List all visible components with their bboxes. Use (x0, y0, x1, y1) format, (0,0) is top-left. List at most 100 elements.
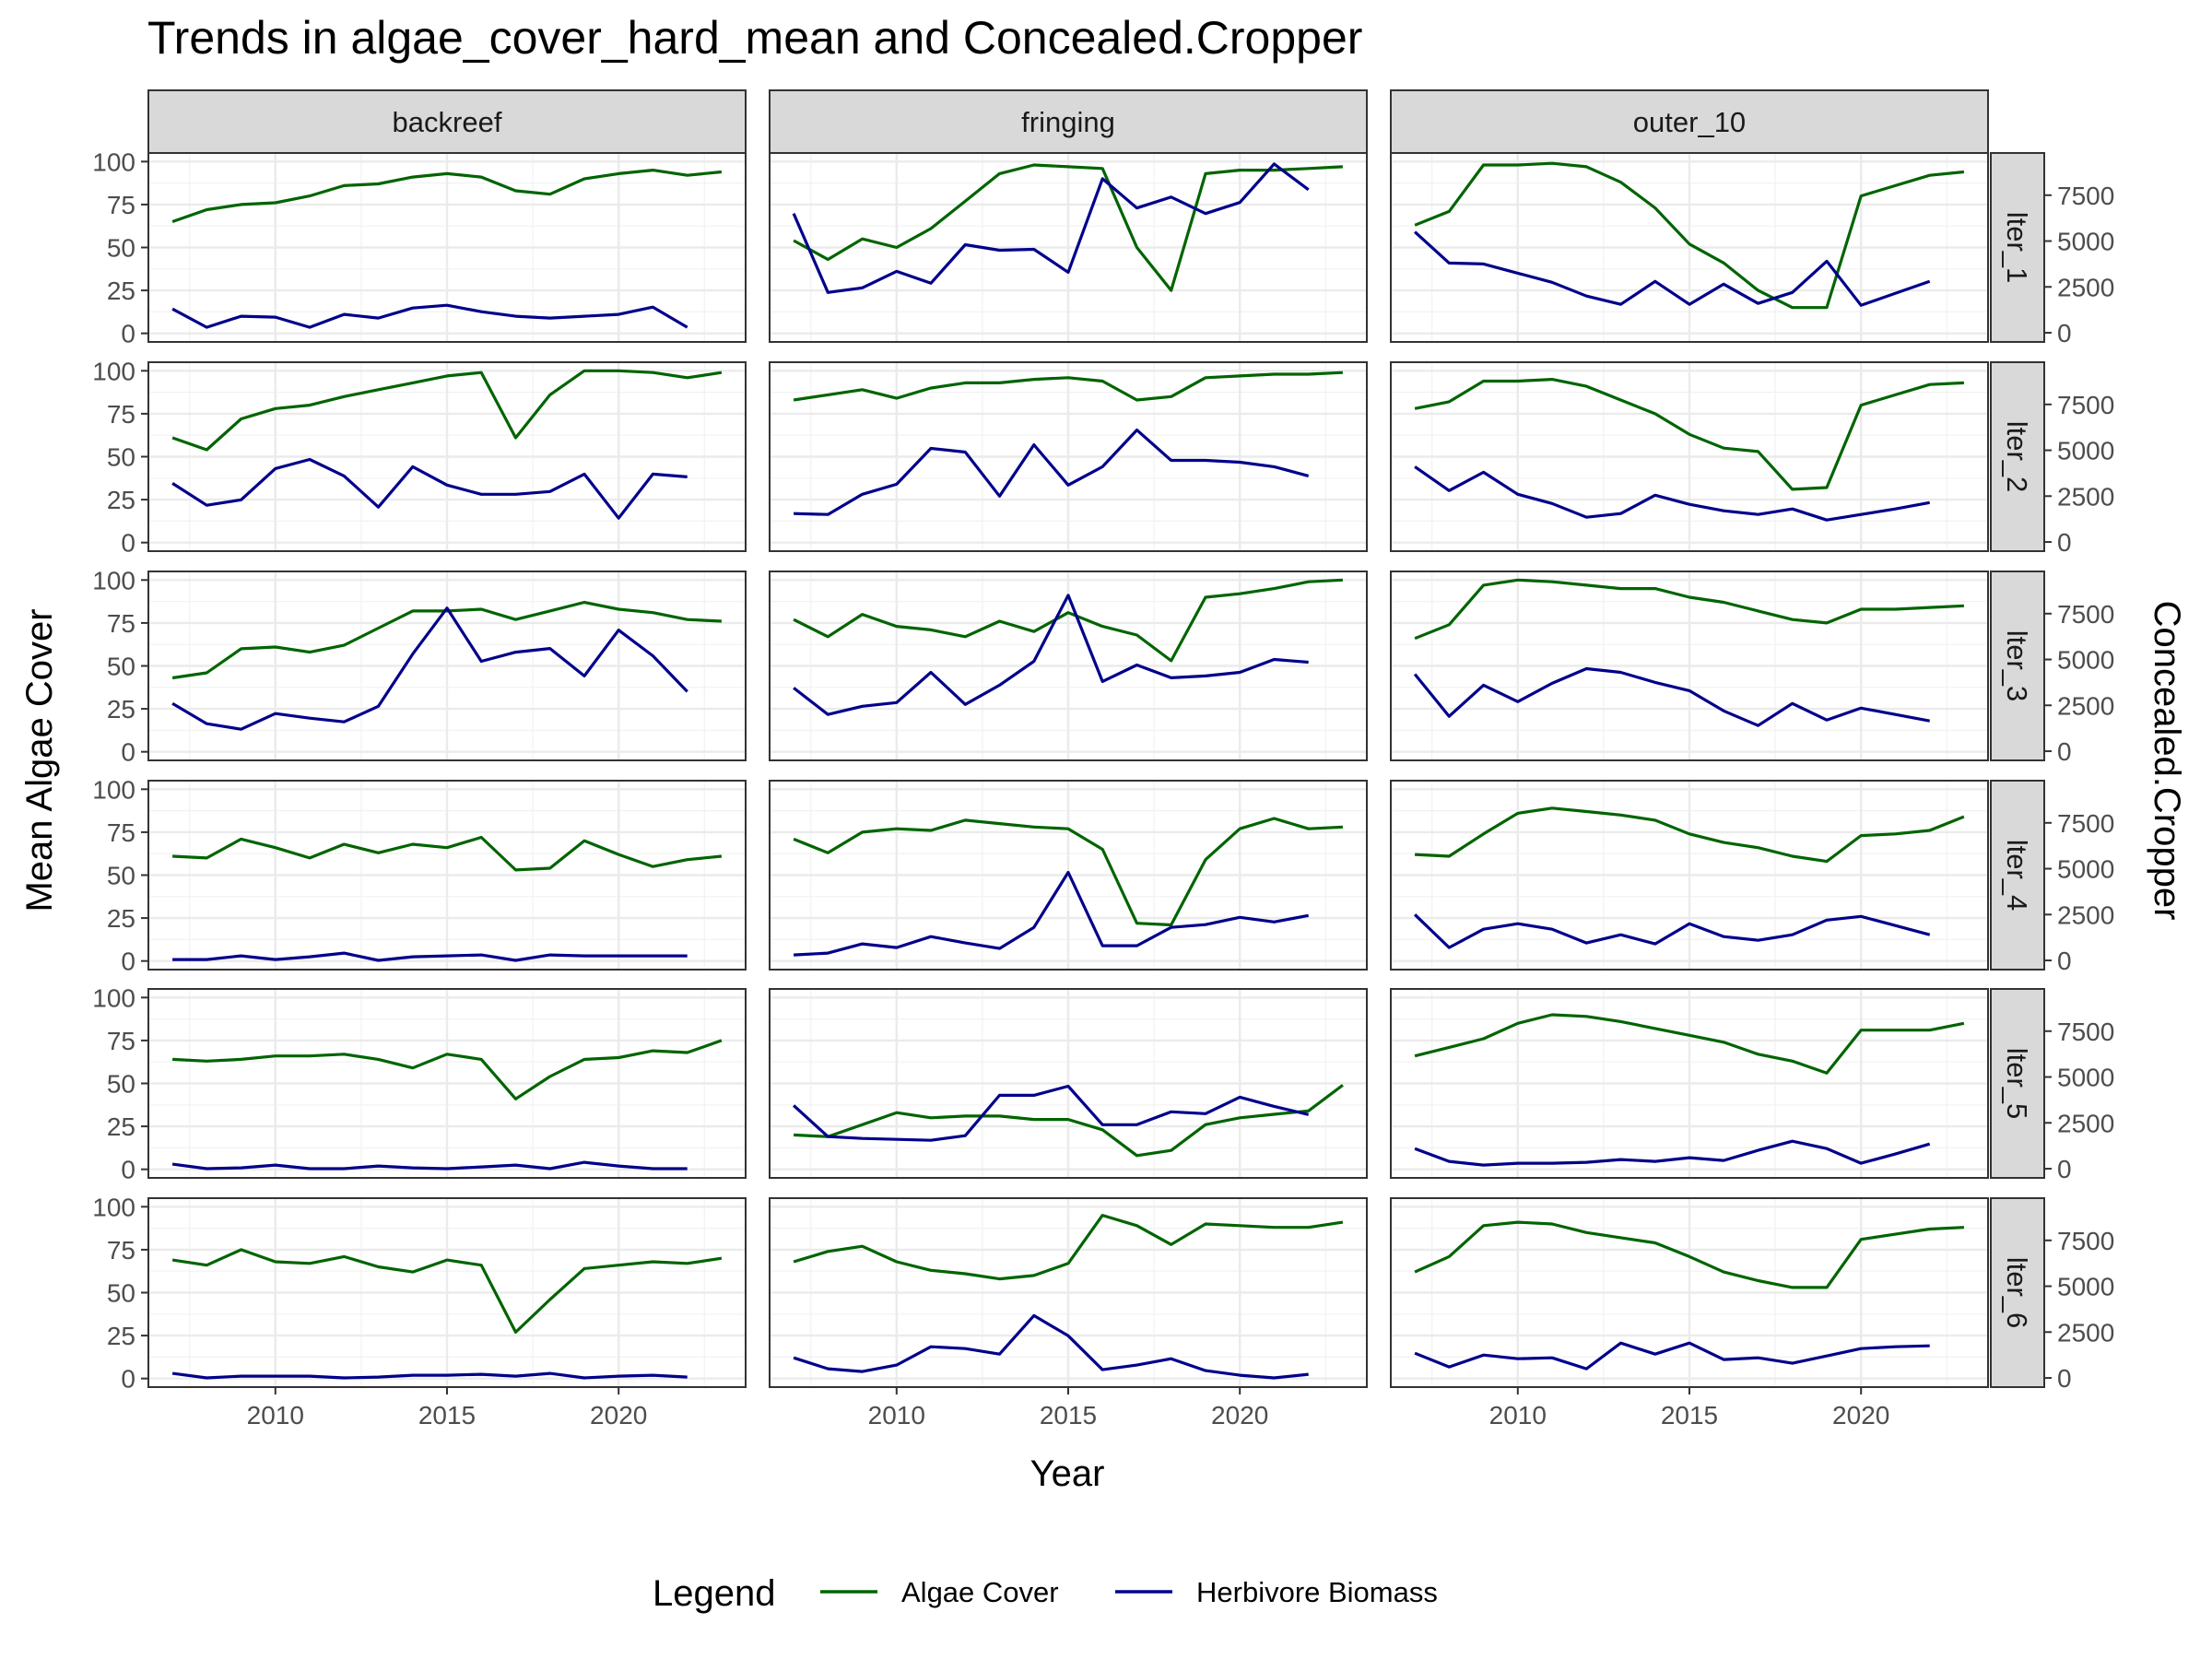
legend-label-algae-cover: Algae Cover (901, 1576, 1059, 1608)
facet-strip-label-lter_4: lter_4 (2001, 840, 2033, 912)
x-axis-label: Year (1030, 1453, 1105, 1494)
facet-strip-backreef (147, 89, 747, 154)
facet-strip-label-backreef: backreef (393, 106, 502, 138)
panel-border (769, 152, 1368, 343)
y2-tick-label: 7500 (2057, 809, 2114, 838)
panel-backreef-lter_1: 0 25 50 75 100 (92, 147, 747, 348)
panel-fringing-lter_1 (769, 152, 1368, 343)
series-line-herbivore-biomass (1414, 465, 1930, 522)
y2-tick-label: 2500 (2057, 273, 2114, 301)
y2-axis-label: Concealed.Cropper (2147, 601, 2187, 921)
facet-strip-label-fringing: fringing (1021, 106, 1115, 138)
y-tick-label: 25 (107, 1112, 135, 1141)
panel-border (1390, 361, 1989, 552)
facet-strip-fringing (769, 89, 1368, 154)
y2-tick-label: 5000 (2057, 646, 2114, 675)
panel-outer_10-lter_6: 0 2500 5000 7500 2010 2015 2020 (1390, 1197, 2114, 1430)
legend-title: Legend (653, 1573, 775, 1614)
panel-fringing-lter_6: 2010 2015 2020 (769, 1197, 1368, 1430)
series-line-algae-cover (793, 163, 1343, 292)
x-tick-label: 2020 (1832, 1401, 1889, 1430)
y2-tick-label: 2500 (2057, 482, 2114, 511)
y-tick-label: 50 (107, 1279, 135, 1308)
y-tick-label: 100 (92, 775, 135, 804)
series-line-herbivore-biomass (171, 1371, 688, 1380)
facet-strip-label-lter_1: lter_1 (2001, 212, 2033, 284)
panel-backreef-lter_6: 0 25 50 75 100 2010 2015 2020 (92, 1193, 747, 1430)
panel-fringing-lter_3 (769, 571, 1368, 761)
y2-tick-label: 7500 (2057, 182, 2114, 210)
series-line-algae-cover (1414, 378, 1964, 491)
y2-tick-label: 0 (2057, 1364, 2072, 1393)
series-line-algae-cover (793, 371, 1343, 402)
facet-strip-label-outer_10: outer_10 (1633, 106, 1746, 138)
y2-tick-label: 0 (2057, 1155, 2072, 1183)
panel-outer_10-lter_4: 0 2500 5000 7500 (1390, 780, 2114, 975)
facet-strip-label-lter_3: lter_3 (2001, 630, 2033, 702)
facet-strip-lter_3 (1990, 571, 2045, 761)
series-line-algae-cover (171, 600, 722, 680)
y-tick-label: 0 (121, 529, 135, 558)
y-tick-label: 100 (92, 566, 135, 594)
y-axis-label: Mean Algae Cover (19, 608, 60, 912)
series-line-algae-cover (1414, 1013, 1965, 1075)
facet-strip-label-lter_5: lter_5 (2001, 1048, 2033, 1120)
panel-outer_10-lter_5: 0 2500 5000 7500 (1390, 988, 2114, 1183)
series-line-herbivore-biomass (793, 1084, 1310, 1142)
chart-title: Trends in algae_cover_hard_mean and Conc… (147, 12, 1362, 64)
series-line-algae-cover (794, 1084, 1344, 1158)
facet-panels: backreef fringing outer_10 lter_1 lter_2lter… (92, 89, 2114, 1430)
y2-tick-label: 5000 (2057, 1064, 2114, 1092)
series-line-algae-cover (1414, 161, 1965, 310)
y-tick-label: 75 (107, 1236, 135, 1265)
series-line-algae-cover (172, 1039, 723, 1100)
y-tick-label: 50 (107, 1070, 135, 1099)
legend: Legend Algae Cover Herbivore Biomass (653, 1573, 1438, 1614)
panel-border (769, 571, 1368, 761)
facet-strip-lter_6 (1990, 1197, 2045, 1388)
series-line-herbivore-biomass (171, 457, 688, 520)
y2-tick-label: 5000 (2057, 437, 2114, 465)
panel-border (769, 780, 1368, 971)
facet-strip-label-lter_6: lter_6 (2001, 1257, 2033, 1329)
y-tick-label: 25 (107, 695, 135, 724)
y2-tick-label: 2500 (2057, 900, 2114, 929)
y2-tick-label: 2500 (2057, 691, 2114, 720)
series-line-algae-cover (793, 1213, 1344, 1281)
x-tick-label: 2010 (247, 1401, 304, 1430)
series-line-herbivore-biomass (794, 429, 1310, 516)
panel-backreef-lter_2: 0 25 50 75 100 (92, 357, 747, 558)
panel-outer_10-lter_3: 0 2500 5000 7500 (1390, 571, 2114, 766)
y-tick-label: 75 (107, 818, 135, 847)
y2-tick-label: 7500 (2057, 600, 2114, 629)
panel-outer_10-lter_2: 0 2500 5000 7500 (1390, 361, 2114, 557)
x-tick-label: 2020 (590, 1401, 647, 1430)
series-line-herbivore-biomass (171, 303, 688, 329)
y-tick-label: 25 (107, 1322, 135, 1350)
x-tick-label: 2010 (1489, 1401, 1547, 1430)
y-tick-label: 0 (121, 947, 135, 976)
series-line-algae-cover (172, 835, 723, 872)
panel-border (769, 361, 1368, 552)
y-tick-label: 75 (107, 400, 135, 429)
legend-label-herbivore-biomass: Herbivore Biomass (1196, 1576, 1438, 1608)
facet-strip-outer_10 (1390, 89, 1989, 154)
y-tick-label: 100 (92, 147, 135, 176)
y-tick-label: 0 (121, 1365, 135, 1394)
y-tick-label: 25 (107, 904, 135, 933)
series-line-herbivore-biomass (1413, 666, 1930, 727)
y-tick-label: 50 (107, 653, 135, 681)
y2-tick-label: 0 (2057, 737, 2072, 766)
y2-tick-label: 5000 (2057, 1273, 2114, 1301)
y2-tick-label: 7500 (2057, 1018, 2114, 1046)
series-line-algae-cover (1414, 578, 1964, 641)
series-line-herbivore-biomass (171, 1160, 688, 1171)
y2-tick-label: 0 (2057, 947, 2072, 975)
y-tick-label: 100 (92, 1193, 135, 1221)
series-line-herbivore-biomass (1414, 230, 1931, 307)
panel-border (769, 988, 1368, 1179)
y-tick-label: 50 (107, 443, 135, 472)
y-tick-label: 50 (107, 234, 135, 263)
y-tick-label: 0 (121, 738, 135, 767)
